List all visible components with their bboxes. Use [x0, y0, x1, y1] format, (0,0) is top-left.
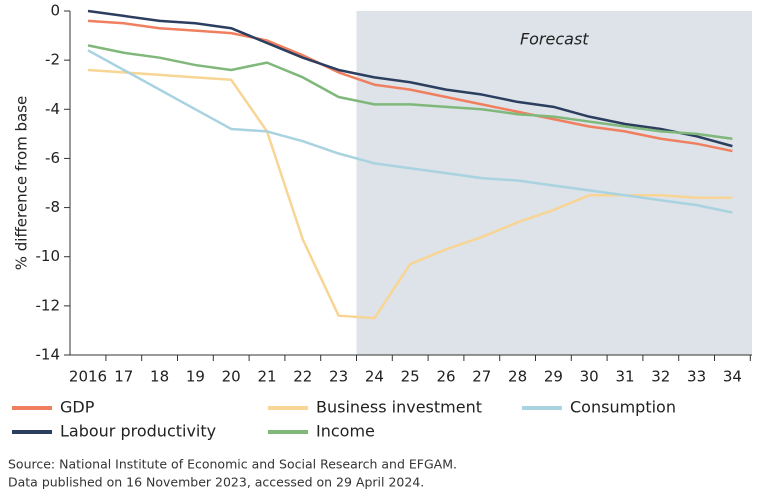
y-tick-label: -12	[36, 296, 61, 314]
legend-label: Consumption	[570, 398, 676, 417]
forecast-label: Forecast	[520, 30, 589, 49]
x-tick-label: 32	[651, 368, 670, 386]
x-tick-label: 2016	[69, 368, 107, 386]
x-tick-label: 22	[293, 368, 312, 386]
x-tick-label: 30	[580, 368, 599, 386]
x-tick-label: 20	[222, 368, 241, 386]
y-tick-label: -14	[36, 346, 61, 364]
legend-label: Income	[316, 422, 375, 441]
x-tick-label: 25	[401, 368, 420, 386]
series-line	[87, 19, 733, 153]
x-tick-label: 18	[150, 368, 169, 386]
x-tick-label: 33	[687, 368, 706, 386]
y-axis-label: % difference from base	[13, 96, 31, 271]
forecast-region	[356, 11, 752, 355]
source-note: Source: National Institute of Economic a…	[8, 457, 457, 472]
x-tick-label: 34	[723, 368, 742, 386]
series-line	[87, 44, 733, 141]
legend-label: Labour productivity	[60, 422, 216, 441]
y-tick-label: 0	[50, 2, 60, 20]
y-tick-label: -6	[45, 149, 60, 167]
x-tick-label: 19	[186, 368, 205, 386]
source-note: Data published on 16 November 2023, acce…	[8, 475, 424, 490]
y-tick-label: -2	[45, 51, 60, 69]
x-tick-label: 17	[114, 368, 133, 386]
x-tick-label: 31	[615, 368, 634, 386]
legend-label: Business investment	[316, 398, 482, 417]
series-line	[87, 49, 733, 214]
x-tick-label: 27	[472, 368, 491, 386]
y-tick-label: -4	[45, 100, 60, 118]
x-tick-label: 28	[508, 368, 527, 386]
x-tick-label: 24	[365, 368, 384, 386]
x-tick-label: 21	[257, 368, 276, 386]
x-tick-label: 29	[544, 368, 563, 386]
x-tick-label: 26	[436, 368, 455, 386]
y-tick-label: -10	[36, 247, 61, 265]
x-tick-label: 23	[329, 368, 348, 386]
series-line	[87, 9, 733, 148]
legend-label: GDP	[60, 398, 95, 417]
y-tick-label: -8	[45, 198, 60, 216]
